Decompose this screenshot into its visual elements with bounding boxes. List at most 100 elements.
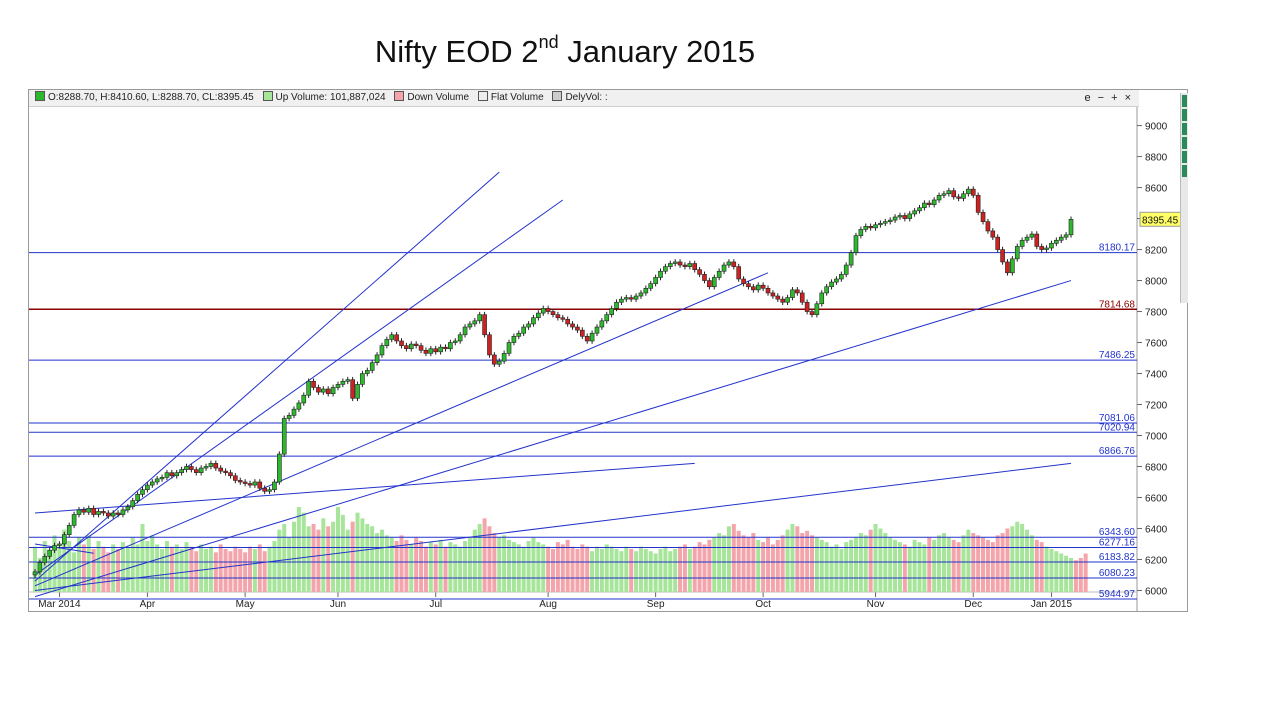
candle-body [931, 199, 937, 205]
candle-body [321, 388, 326, 393]
volume-bar [179, 548, 184, 592]
candle-body [335, 384, 341, 388]
volume-bar [531, 537, 536, 592]
volume-bar [775, 539, 780, 592]
candle-body [892, 216, 898, 221]
candle-body [418, 345, 424, 351]
volume-bar [57, 546, 62, 592]
candle-body [619, 298, 624, 303]
candle-body [804, 301, 810, 312]
volume-bar [507, 539, 512, 592]
volume-bar [184, 542, 189, 592]
candle-body [267, 489, 272, 492]
y-tick-label: 7000 [1145, 431, 1168, 442]
candle-body [707, 280, 712, 288]
candle-body [32, 571, 38, 576]
candle-body [858, 229, 864, 236]
candle-body [638, 292, 644, 297]
candle-body [599, 320, 605, 328]
volume-bar [155, 544, 160, 592]
volume-bar [937, 535, 942, 592]
candle-body [716, 270, 722, 278]
candle-body [62, 534, 67, 545]
volume-bar [678, 546, 683, 592]
volume-bar [516, 544, 521, 592]
chart-panel[interactable]: O:8288.70, H:8410.60, L:8288.70, CL:8395… [28, 89, 1188, 612]
candle-body [946, 190, 952, 195]
candle-body [189, 466, 194, 470]
volume-bar [521, 546, 526, 592]
volume-bar [67, 541, 72, 592]
volume-bar [853, 537, 858, 592]
candle-body [1044, 247, 1049, 250]
volume-bar [340, 514, 345, 592]
volume-bar [971, 533, 976, 592]
side-toolbar-strip[interactable] [1180, 93, 1188, 303]
x-tick-label: Dec [964, 599, 982, 610]
chart-info-bar: O:8288.70, H:8410.60, L:8288.70, CL:8395… [29, 90, 1139, 107]
candle-body [584, 336, 590, 342]
volume-bar [1015, 521, 1020, 592]
volume-bar [428, 542, 433, 592]
candle-body [531, 317, 536, 325]
candle-body [550, 311, 556, 315]
volume-bar [394, 541, 399, 592]
volume-bar [687, 548, 692, 592]
chart-window-controls[interactable]: e − + × [1084, 92, 1133, 104]
volume-bar [370, 526, 375, 592]
volume-bar [106, 552, 111, 592]
candle-body [726, 261, 732, 266]
candle-body [970, 188, 976, 196]
volume-bar [91, 548, 96, 592]
x-tick-label: Aug [539, 599, 557, 610]
candle-body [985, 221, 991, 232]
candle-body [540, 308, 546, 314]
volume-bar [990, 542, 995, 592]
candle-body [487, 334, 492, 356]
volume-bar [575, 548, 580, 592]
volume-bar [1049, 548, 1054, 592]
candle-body [887, 219, 893, 222]
candle-body [555, 314, 561, 319]
trend-line [34, 171, 500, 582]
volume-bar [331, 521, 336, 592]
y-tick-label: 8600 [1145, 184, 1168, 195]
volume-bar [267, 546, 272, 592]
volume-bar [111, 544, 116, 592]
volume-bar [604, 544, 609, 592]
volume-bar [1000, 533, 1005, 592]
volume-bar [72, 552, 77, 592]
volume-bar [120, 542, 125, 592]
y-tick-label: 8200 [1145, 246, 1168, 257]
candle-body [262, 487, 267, 492]
volume-bar [243, 552, 248, 592]
volume-bar [448, 542, 453, 592]
candle-body [580, 329, 585, 337]
volume-bar [360, 518, 365, 592]
x-tick-label: Apr [140, 599, 156, 610]
candle-body [775, 295, 781, 300]
volume-bar [1073, 560, 1078, 592]
volume-bar [668, 551, 673, 592]
volume-bar [555, 542, 560, 592]
candle-body [174, 472, 180, 477]
y-tick-label: 7800 [1145, 308, 1168, 319]
candle-body [848, 252, 854, 266]
volume-bar [487, 526, 492, 592]
candle-body [164, 472, 170, 478]
candle-body [252, 481, 258, 486]
volume-bar [335, 507, 340, 592]
volume-bar [355, 512, 360, 592]
candle-body [961, 193, 966, 199]
candle-body [135, 494, 140, 501]
candle-body [560, 317, 566, 320]
candle-body [809, 311, 815, 315]
candle-body [902, 215, 908, 219]
candle-body [863, 226, 869, 230]
candle-body [193, 469, 199, 473]
volume-bar [482, 518, 487, 592]
y-tick-label: 8800 [1145, 153, 1168, 164]
volume-bar [257, 544, 262, 592]
volume-bar [819, 539, 824, 592]
legend-dely-vol: DelyVol: : [552, 90, 608, 106]
